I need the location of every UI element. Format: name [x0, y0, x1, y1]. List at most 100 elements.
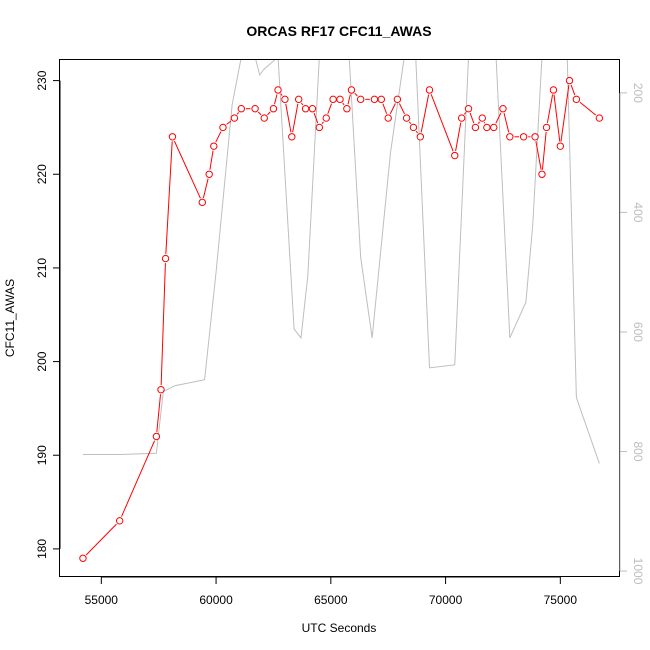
x-tick-label: 55000 [85, 593, 119, 607]
data-point [168, 133, 177, 141]
series-segment [209, 150, 214, 170]
data-point [210, 142, 218, 150]
data-point [506, 133, 514, 141]
data-point [478, 114, 486, 122]
data-point [556, 142, 565, 150]
series-segment [215, 131, 222, 143]
series-segment [398, 103, 405, 115]
series-segment [327, 103, 332, 114]
series-segment [579, 101, 597, 116]
y2-tick-label: 200 [631, 83, 645, 103]
data-point [115, 517, 124, 525]
series-segment [85, 523, 117, 556]
data-point [205, 170, 213, 178]
series-segment [257, 111, 262, 116]
series-segment [173, 140, 201, 199]
data-point [549, 86, 558, 94]
y-tick-label: 200 [35, 351, 49, 371]
series-segment [165, 141, 173, 254]
data-point [343, 105, 351, 113]
series-segment [541, 131, 547, 170]
data-point [237, 105, 246, 113]
series-segment [389, 103, 396, 115]
data-point [347, 86, 356, 94]
series-segment [570, 84, 576, 96]
data-point [281, 95, 289, 104]
series-segment [202, 178, 209, 199]
series-segment [285, 103, 292, 133]
series-segment [267, 111, 271, 116]
data-point [377, 95, 386, 104]
data-point [490, 123, 498, 132]
data-point [157, 385, 165, 394]
data-point [301, 105, 310, 113]
data-point [161, 254, 170, 263]
series-segment [313, 112, 319, 124]
series-segment [301, 102, 304, 106]
data-point [269, 105, 278, 113]
series-segment [342, 102, 345, 106]
series-segment [160, 263, 166, 386]
data-point [260, 114, 268, 122]
data-point [542, 123, 551, 132]
series-segment [455, 122, 462, 152]
data-point [483, 123, 491, 132]
y-tick-label: 190 [35, 445, 49, 465]
x-tick-label: 70000 [429, 593, 463, 607]
x-tick-label: 65000 [314, 593, 348, 607]
data-point [370, 95, 379, 104]
data-point [152, 432, 161, 441]
series-segment [280, 93, 283, 96]
data-point [409, 123, 418, 132]
data-point [538, 170, 546, 178]
series-segment [483, 121, 486, 124]
series-segment [321, 121, 324, 125]
series-segment [156, 394, 162, 432]
x-tick-label: 60000 [199, 593, 233, 607]
data-point [572, 95, 581, 104]
data-point [402, 114, 411, 122]
series-segment [382, 103, 388, 114]
data-point [451, 151, 459, 160]
data-point [288, 133, 296, 141]
secondary-series-line [82, 60, 600, 464]
series-segment [274, 94, 278, 105]
data-point [79, 554, 87, 562]
y-tick-label: 210 [35, 258, 49, 278]
y2-tick-label: 400 [631, 202, 645, 222]
data-point [384, 114, 392, 122]
x-axis: 55000 60000 65000 70000 75000 [85, 576, 577, 607]
series-segment [408, 121, 412, 125]
data-point [565, 76, 574, 85]
data-point [329, 95, 337, 104]
data-point [531, 133, 539, 141]
data-point [471, 123, 480, 132]
x-axis-label: UTC Seconds [302, 621, 377, 635]
series-segment [503, 113, 510, 133]
data-point [457, 114, 466, 122]
series-segment [430, 94, 454, 152]
series-segment [463, 112, 467, 115]
series-segment [292, 103, 299, 133]
series-segment [495, 112, 502, 124]
y-axis-label: CFC11_AWAS [3, 279, 17, 357]
data-point [336, 95, 344, 104]
y2-tick-label: 1000 [631, 558, 645, 585]
data-point [322, 114, 330, 122]
data-point [519, 133, 528, 141]
series-segment [553, 94, 561, 142]
series-segment [226, 120, 232, 125]
y-tick-label: 230 [35, 70, 49, 90]
series-layer [79, 60, 604, 562]
data-point [251, 105, 259, 113]
series-segment [420, 94, 430, 133]
data-point [595, 114, 604, 122]
data-point [274, 86, 282, 94]
data-point [393, 95, 402, 104]
data-point [464, 105, 473, 113]
data-point [499, 105, 507, 113]
data-point [315, 123, 324, 132]
series-segment [236, 112, 239, 115]
series-segment [546, 94, 554, 124]
